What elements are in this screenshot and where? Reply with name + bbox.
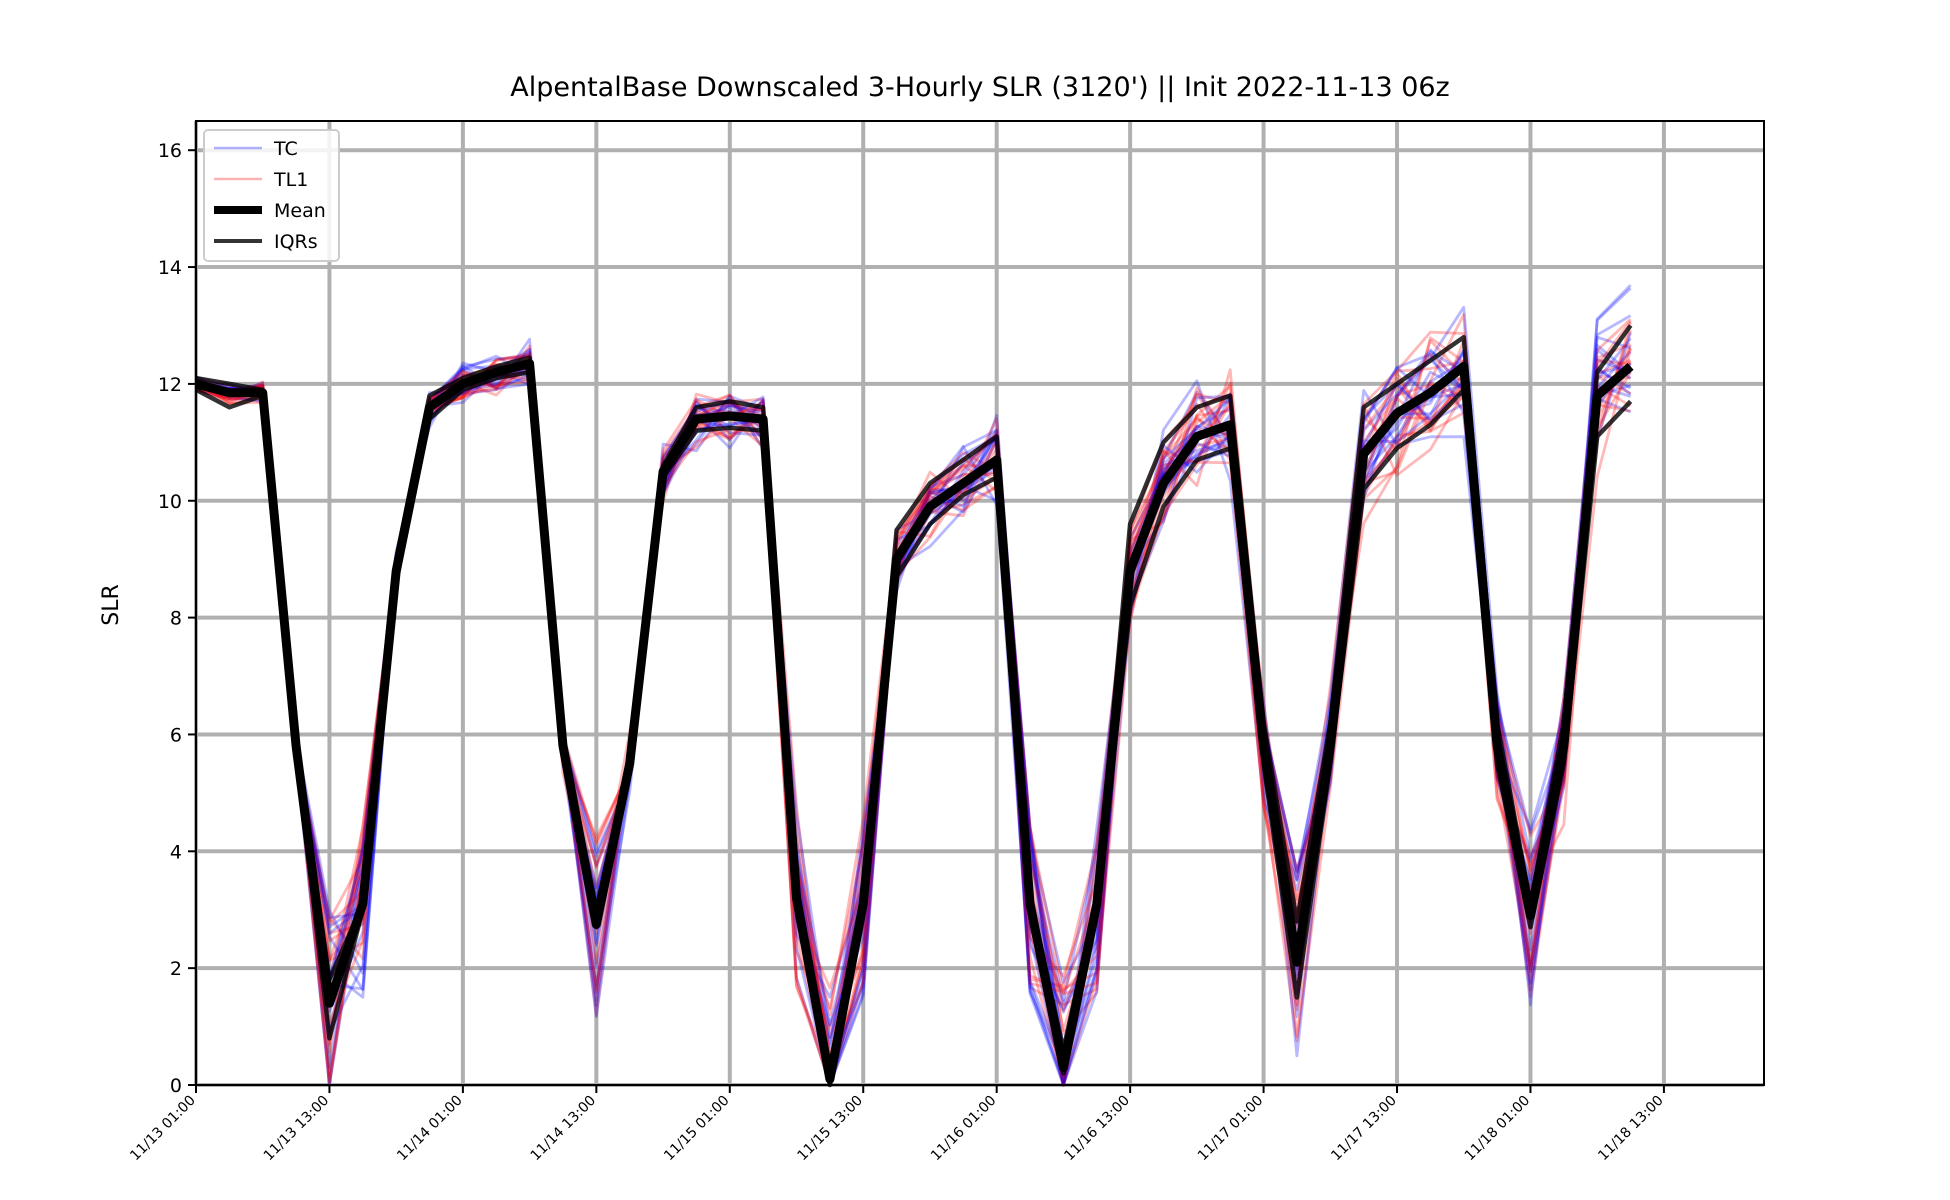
member-line [195,330,1632,1087]
plot-frame [195,120,1765,1086]
legend-label: Mean [274,200,326,222]
y-tick-label: 10 [158,491,182,513]
iqr-line [194,369,1633,1088]
x-tick-label: 11/15 01:00 [661,1093,733,1165]
member-line [195,342,1632,1087]
x-tick-label: 11/13 13:00 [261,1093,333,1165]
y-tick-label: 0 [170,1075,182,1097]
y-tick-label: 14 [158,257,182,279]
member-line [195,347,1632,1031]
member-line [195,339,1631,1087]
member-line [195,348,1632,1066]
member-line [195,361,1632,1087]
mean-series-line [194,359,1634,1084]
grid-lines [194,121,1764,1087]
y-tick-label: 8 [170,608,182,630]
member-line [195,360,1632,1087]
legend: TC TL1 Mean IQRs [203,129,340,262]
y-tick-label: 6 [170,724,182,746]
member-line [195,320,1632,1087]
legend-label: TC [273,138,298,160]
member-line [195,336,1632,1087]
x-tick-label: 11/17 01:00 [1195,1093,1267,1165]
x-tick-label: 11/14 01:00 [394,1093,466,1165]
x-tick-label: 11/14 13:00 [528,1093,600,1165]
legend-label: TL1 [273,169,308,191]
member-line [195,363,1631,1087]
x-tick-label: 11/17 13:00 [1328,1093,1400,1165]
x-tick-label: 11/18 01:00 [1462,1093,1534,1165]
x-tick-label: 11/18 13:00 [1595,1093,1667,1165]
member-line [195,352,1632,1087]
y-tick-label: 4 [170,841,182,863]
y-tick-label: 2 [170,958,182,980]
x-axis: 11/13 01:00 11/13 13:00 11/14 01:00 11/14 1… [127,1085,1667,1165]
y-axis: 0 2 4 6 8 10 12 14 16 [158,140,196,1097]
member-line [195,362,1632,1087]
member-line [195,352,1631,1087]
member-line [195,351,1632,1087]
y-tick-label: 12 [158,374,182,396]
x-tick-label: 11/16 13:00 [1061,1093,1133,1165]
iqr-line [195,324,1633,1070]
legend-box [203,129,340,262]
legend-label: IQRs [274,231,318,253]
iqr-lines [194,324,1633,1088]
chart-title: AlpentalBase Downscaled 3-Hourly SLR (31… [510,72,1449,103]
member-line [195,348,1632,1082]
member-line [195,344,1632,1085]
x-tick-label: 11/13 01:00 [127,1093,199,1165]
mean-line [194,359,1634,1084]
member-line [195,344,1632,1087]
x-tick-label: 11/16 01:00 [928,1093,1000,1165]
member-line [195,337,1632,1069]
y-tick-label: 16 [158,140,182,162]
y-axis-label: SLR [99,584,124,626]
x-tick-label: 11/15 13:00 [795,1093,867,1165]
